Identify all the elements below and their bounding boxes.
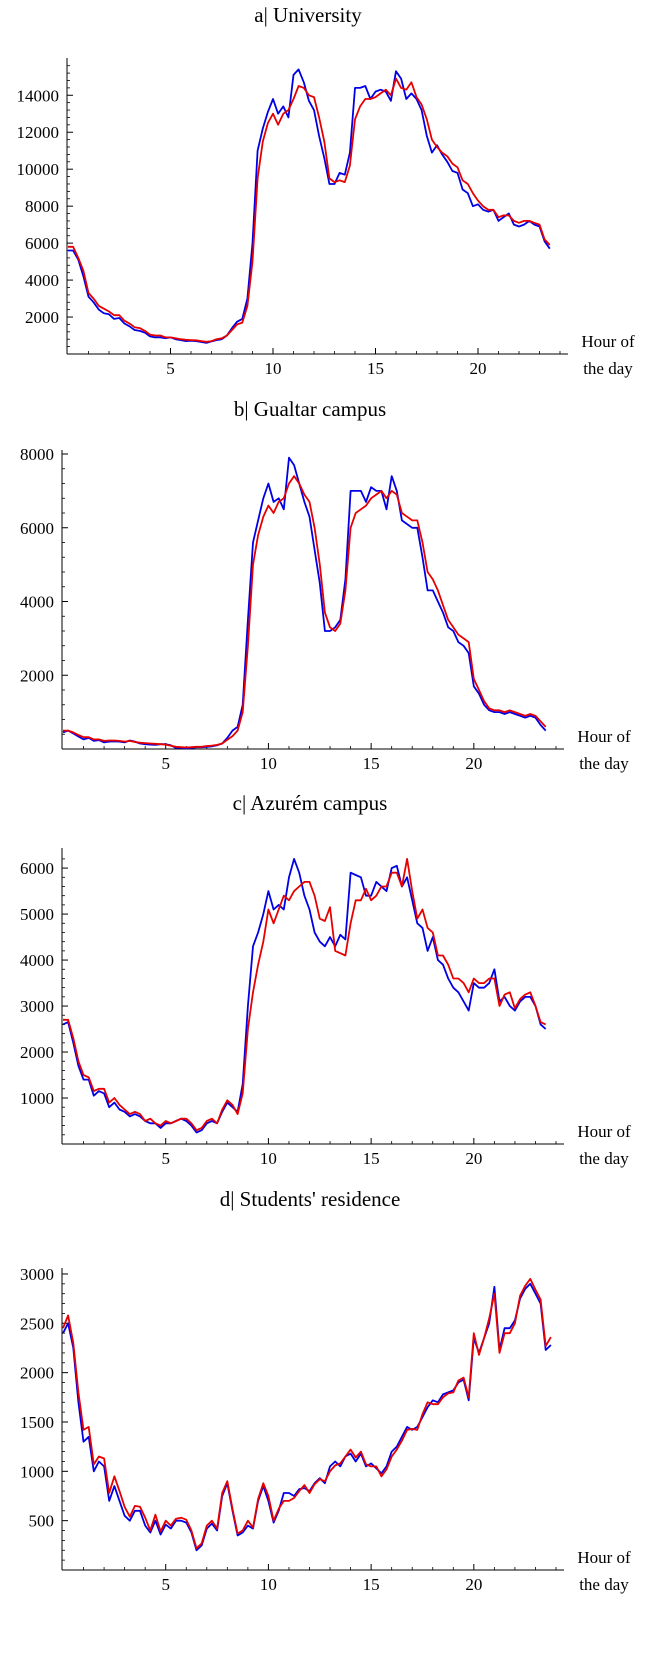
series-line-blue — [62, 1282, 552, 1552]
x-tick-label: 15 — [363, 754, 380, 773]
panel-title: c| Azurém campus — [233, 791, 388, 815]
series-line-red — [63, 858, 547, 1132]
x-tick-label: 10 — [265, 359, 282, 378]
y-tick-label: 6000 — [20, 859, 54, 878]
panel-d-students-residence: d| Students' residence 500 1000 1500 2000 250… — [20, 1187, 631, 1594]
y-tick-label: 2500 — [20, 1314, 54, 1333]
y-tick-label: 1000 — [20, 1089, 54, 1108]
y-tick-label: 8000 — [25, 197, 59, 216]
x-axis-label: the day — [579, 754, 629, 773]
x-tick-label: 20 — [465, 754, 482, 773]
x-axis-label: Hour of — [581, 332, 635, 351]
y-tick-label: 8000 — [20, 445, 54, 464]
x-axis-label: Hour of — [577, 727, 631, 746]
y-tick-label: 12000 — [17, 123, 60, 142]
series-line-red — [62, 1278, 552, 1550]
y-tick-label: 2000 — [20, 1043, 54, 1062]
x-tick-label: 5 — [161, 754, 170, 773]
x-tick-label: 20 — [465, 1575, 482, 1594]
series-line-blue — [62, 858, 547, 1134]
panel-title: a| University — [254, 3, 362, 27]
y-tick-label: 3000 — [20, 997, 54, 1016]
x-axis-label: the day — [579, 1149, 629, 1168]
series-line-blue — [62, 456, 547, 750]
y-tick-label: 500 — [29, 1512, 55, 1531]
x-tick-label: 15 — [363, 1575, 380, 1594]
x-axis-label: Hour of — [577, 1548, 631, 1567]
panel-b-gualtar-campus: b| Gualtar campus 2000 4000 6000 8000 5 10 15 20… — [20, 397, 631, 773]
x-tick-label: 15 — [363, 1149, 380, 1168]
panel-c-azurem-campus: c| Azurém campus 1000 2000 3000 4000 5000 6000… — [20, 791, 631, 1168]
panel-a-university: a| University 2000 4000 6000 8000 10000 12000 1… — [17, 3, 636, 378]
y-tick-label: 14000 — [17, 86, 60, 105]
y-tick-label: 6000 — [20, 519, 54, 538]
x-axis-label: Hour of — [577, 1122, 631, 1141]
y-tick-label: 4000 — [20, 951, 54, 970]
y-tick-label: 4000 — [20, 593, 54, 612]
x-tick-label: 20 — [465, 1149, 482, 1168]
panel-title: b| Gualtar campus — [234, 397, 386, 421]
series-line-blue — [68, 68, 551, 344]
x-axis-label: the day — [583, 359, 633, 378]
x-tick-label: 10 — [260, 1575, 277, 1594]
x-tick-label: 20 — [470, 359, 487, 378]
x-tick-label: 5 — [161, 1149, 170, 1168]
y-tick-label: 2000 — [20, 666, 54, 685]
y-tick-label: 6000 — [25, 234, 59, 253]
y-tick-label: 2000 — [25, 308, 59, 327]
y-tick-label: 4000 — [25, 271, 59, 290]
y-tick-label: 3000 — [20, 1265, 54, 1284]
x-tick-label: 10 — [260, 754, 277, 773]
y-tick-label: 10000 — [17, 160, 60, 179]
series-line-red — [68, 77, 551, 343]
x-axis-label: the day — [579, 1575, 629, 1594]
series-line-red — [63, 475, 547, 749]
y-tick-label: 1000 — [20, 1462, 54, 1481]
y-tick-label: 1500 — [20, 1413, 54, 1432]
panel-title: d| Students' residence — [220, 1187, 401, 1211]
y-tick-label: 5000 — [20, 905, 54, 924]
x-tick-label: 5 — [161, 1575, 170, 1594]
y-tick-label: 2000 — [20, 1364, 54, 1383]
x-tick-label: 5 — [166, 359, 175, 378]
x-tick-label: 10 — [260, 1149, 277, 1168]
x-tick-label: 15 — [367, 359, 384, 378]
